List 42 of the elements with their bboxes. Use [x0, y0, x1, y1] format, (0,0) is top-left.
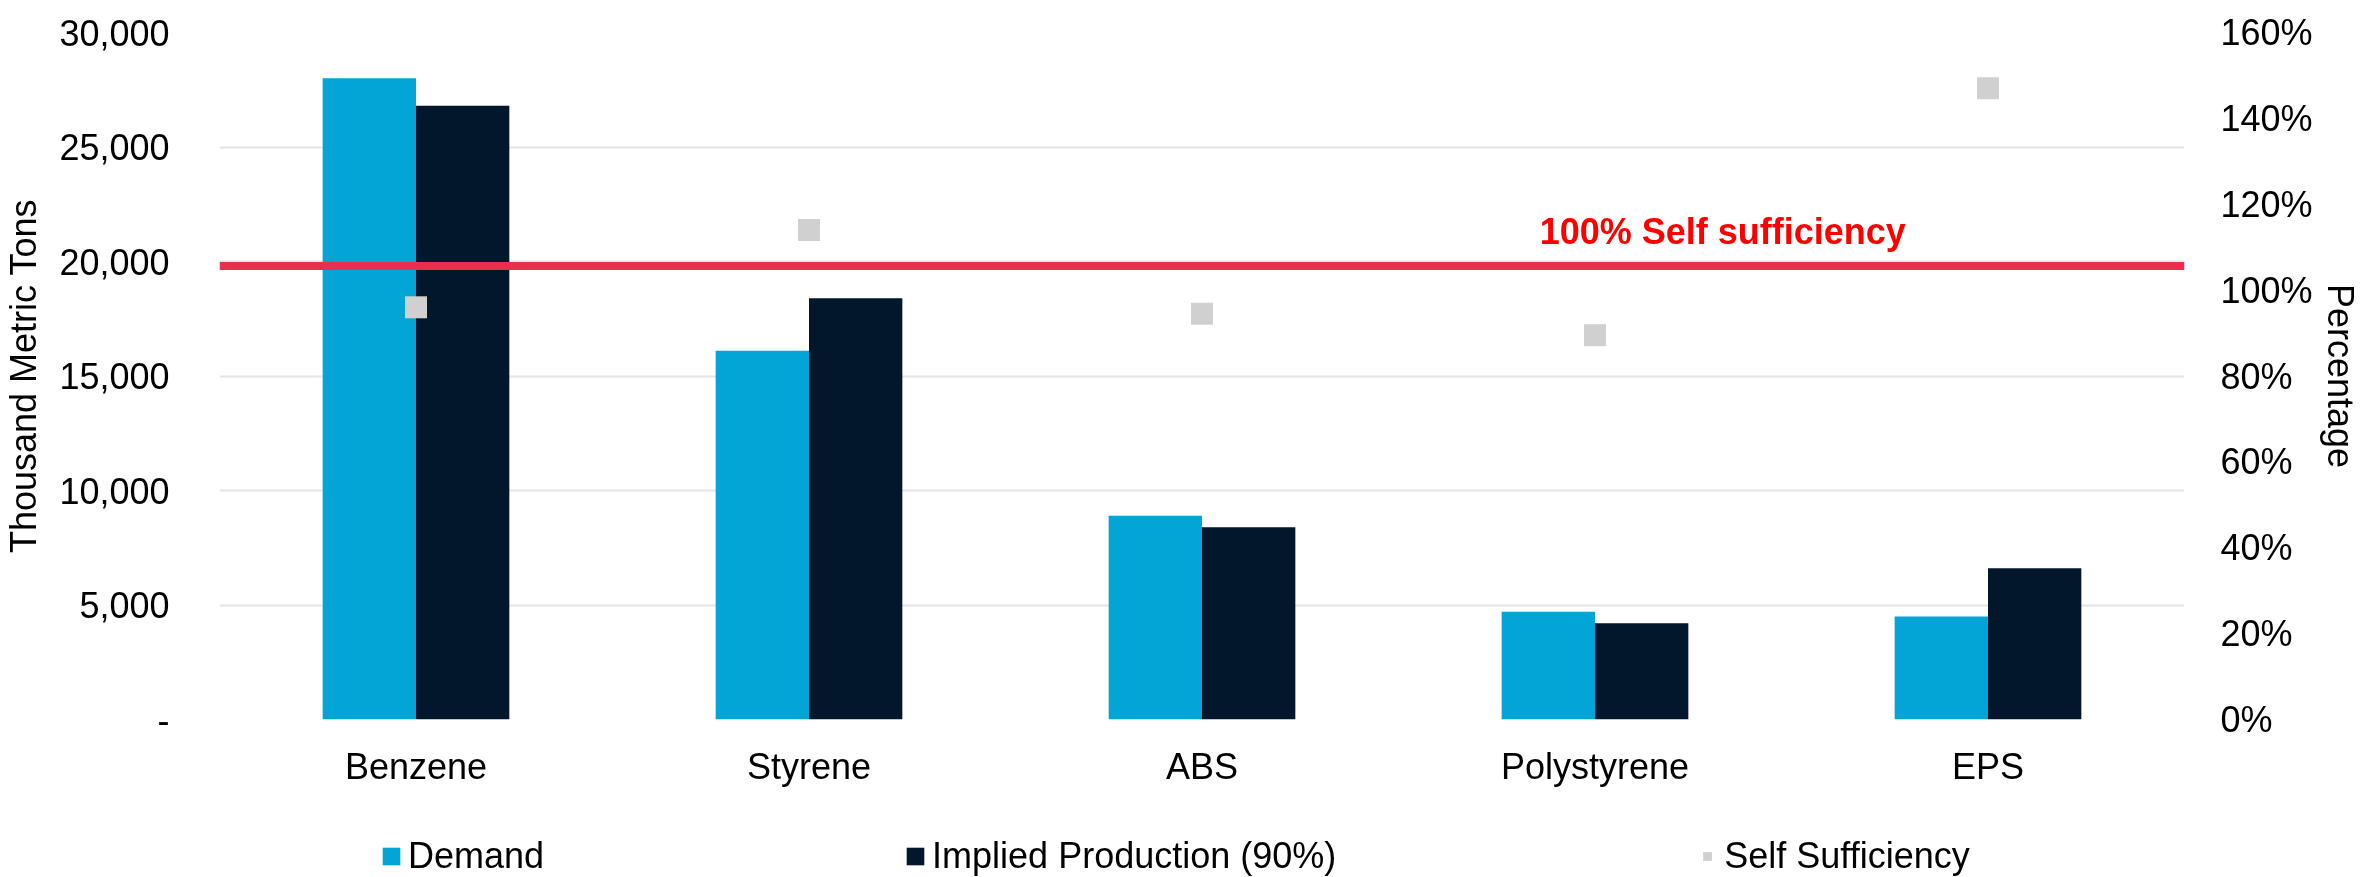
ref-line-label: 100% Self sufficiency — [1539, 211, 1906, 253]
x-tick-label: Benzene — [344, 745, 488, 787]
point — [405, 296, 427, 319]
bar — [1108, 515, 1202, 720]
legend-label: Demand — [408, 835, 545, 877]
point — [1977, 77, 1999, 100]
y2-tick-label: 160% — [2220, 12, 2313, 53]
bar — [322, 78, 416, 720]
legend-label: Implied Production (90%) — [932, 835, 1337, 877]
y-tick-label: 30,000 — [59, 12, 170, 54]
y2-tick-label: 80% — [2220, 355, 2293, 397]
y-tick-label: 10,000 — [59, 470, 170, 512]
y-tick-label: 5,000 — [79, 585, 170, 626]
point — [1191, 302, 1213, 325]
bar — [1501, 611, 1595, 720]
x-tick-label: EPS — [1951, 745, 2025, 787]
y2-tick-label: 60% — [2220, 441, 2293, 483]
y-tick-label: 25,000 — [59, 127, 170, 168]
y2-tick-label: 20% — [2220, 613, 2293, 655]
y2-tick-label: 120% — [2220, 183, 2313, 225]
y-axis-title: Thousand Metric Tons — [3, 199, 45, 554]
y2-tick-label: 100% — [2220, 269, 2313, 311]
y-tick-label: - — [157, 699, 170, 741]
x-tick-label: Polystyrene — [1500, 745, 1690, 787]
x-tick-label: ABS — [1165, 745, 1239, 787]
point — [1584, 324, 1606, 347]
y2-axis-title: Percentage — [2319, 283, 2361, 469]
bar — [1894, 616, 1988, 720]
bar — [715, 350, 809, 720]
bar — [416, 105, 510, 720]
y2-tick-label: 40% — [2220, 527, 2293, 569]
bar — [1988, 568, 2082, 720]
point — [798, 219, 820, 242]
legend-label: Self Sufficiency — [1724, 835, 1970, 877]
y2-tick-label: 0% — [2220, 699, 2273, 740]
x-tick-label: Styrene — [746, 745, 872, 787]
y-tick-label: 15,000 — [59, 356, 170, 397]
y-tick-label: 20,000 — [59, 241, 170, 283]
bar — [1202, 527, 1296, 720]
y2-tick-label: 140% — [2220, 97, 2313, 139]
bar — [809, 298, 903, 720]
bar — [1595, 623, 1689, 720]
